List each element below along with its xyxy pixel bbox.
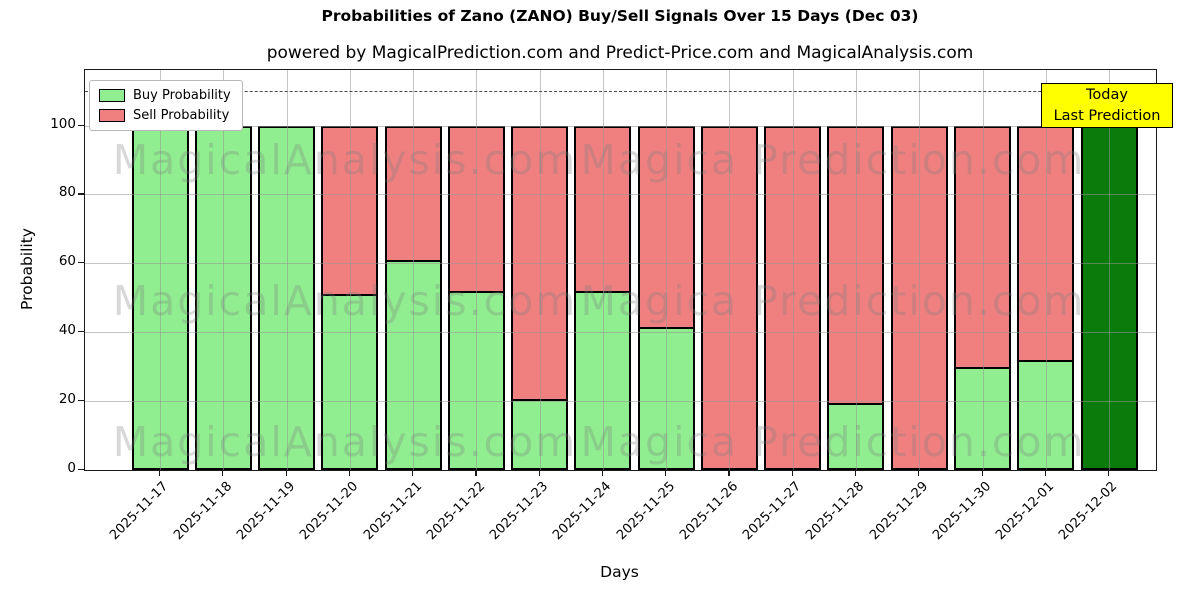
bar-segment-buy [131,125,189,470]
x-tick-label-text: 2025-11-22 [423,479,488,544]
x-tick-label-text: 2025-11-27 [740,479,805,544]
x-tick-label-text: 2025-11-17 [107,479,172,544]
bar-segment-sell [321,125,379,297]
x-tick [159,470,161,476]
x-tick [412,470,414,476]
y-tick-label: 100 [50,115,76,132]
x-tick-label-text: 2025-11-19 [234,479,299,544]
x-tick-label-text: 2025-11-21 [360,479,425,544]
x-tick [918,470,920,476]
y-tick [78,469,84,471]
x-tick-label-text: 2025-11-29 [866,479,931,544]
bar-segment-buy [321,294,379,470]
x-tick-label-text: 2025-11-18 [170,479,235,544]
today-annotation-line2: Last Prediction [1053,107,1161,124]
x-tick [791,470,793,476]
x-tick-label-text: 2025-11-30 [930,479,995,544]
x-tick [222,470,224,476]
x-tick-label-text: 2025-12-02 [1056,479,1121,544]
today-bar [1080,125,1138,470]
legend-entry-sell: Sell Probability [99,108,231,123]
x-tick-label-text: 2025-11-23 [487,479,552,544]
legend-entry-buy: Buy Probability [99,88,231,103]
x-tick [728,470,730,476]
today-annotation: Today Last Prediction [1041,83,1173,128]
bar-segment-sell [637,125,695,330]
x-tick [1108,470,1110,476]
legend-swatch-sell-icon [99,109,125,122]
legend-label-sell: Sell Probability [133,108,230,123]
x-tick [854,470,857,476]
x-axis-label: Days [600,563,639,581]
y-tick-label: 80 [58,184,76,201]
bar-segment-buy [637,327,695,470]
bar-segment-sell [511,125,569,402]
bar-segment-sell [447,125,505,293]
x-tick [538,470,540,476]
y-tick [78,400,84,402]
bar-segment-sell [890,125,948,470]
x-tick [285,470,287,476]
legend: Buy Probability Sell Probability [89,80,243,131]
chart-title: Probabilities of Zano (ZANO) Buy/Sell Si… [321,7,919,25]
bar-segment-sell [384,125,442,262]
x-tick [475,470,477,476]
chart-subtitle: powered by MagicalPrediction.com and Pre… [266,43,974,63]
today-annotation-line1: Today [1086,86,1128,103]
y-tick-label: 60 [58,253,76,270]
bar-segment-buy [827,402,885,470]
bar-segment-sell [1017,125,1075,362]
x-tick-label-text: 2025-11-26 [676,479,742,544]
bar-segment-sell [827,125,885,405]
x-tick [601,470,604,476]
x-tick [981,470,983,476]
legend-swatch-buy-icon [99,89,125,102]
bar-segment-sell [700,125,758,470]
bar-segment-buy [954,366,1011,470]
y-tick [78,262,84,264]
dashed-threshold-line [85,91,1156,93]
x-tick-label-text: 2025-11-24 [550,479,615,544]
bar-segment-buy [574,290,632,470]
x-tick-label-text: 2025-11-20 [297,479,362,544]
x-tick [348,470,350,476]
y-tick-label: 40 [58,322,76,339]
x-tick-label-text: 2025-11-28 [803,479,868,544]
bar-segment-sell [954,125,1011,369]
bar-segment-sell [574,125,632,293]
bar-segment-buy [1017,359,1075,470]
y-tick-label: 0 [67,460,76,476]
y-tick [78,124,84,126]
y-tick [78,193,84,195]
bar-segment-buy [194,125,252,470]
bar-segment-buy [511,399,569,470]
bar-segment-buy [384,259,442,470]
legend-label-buy: Buy Probability [133,88,231,103]
y-tick [78,331,84,333]
x-tick-label-text: 2025-12-01 [993,479,1058,544]
x-tick [665,470,667,476]
plot-area: Buy Probability Sell Probability Today L… [84,69,1173,471]
bar-segment-buy [447,290,505,470]
x-tick-label-text: 2025-11-25 [613,479,678,544]
bar-segment-sell [764,125,822,470]
y-tick-label: 20 [58,391,76,408]
x-tick [1044,470,1046,476]
bar-segment-buy [258,125,316,470]
